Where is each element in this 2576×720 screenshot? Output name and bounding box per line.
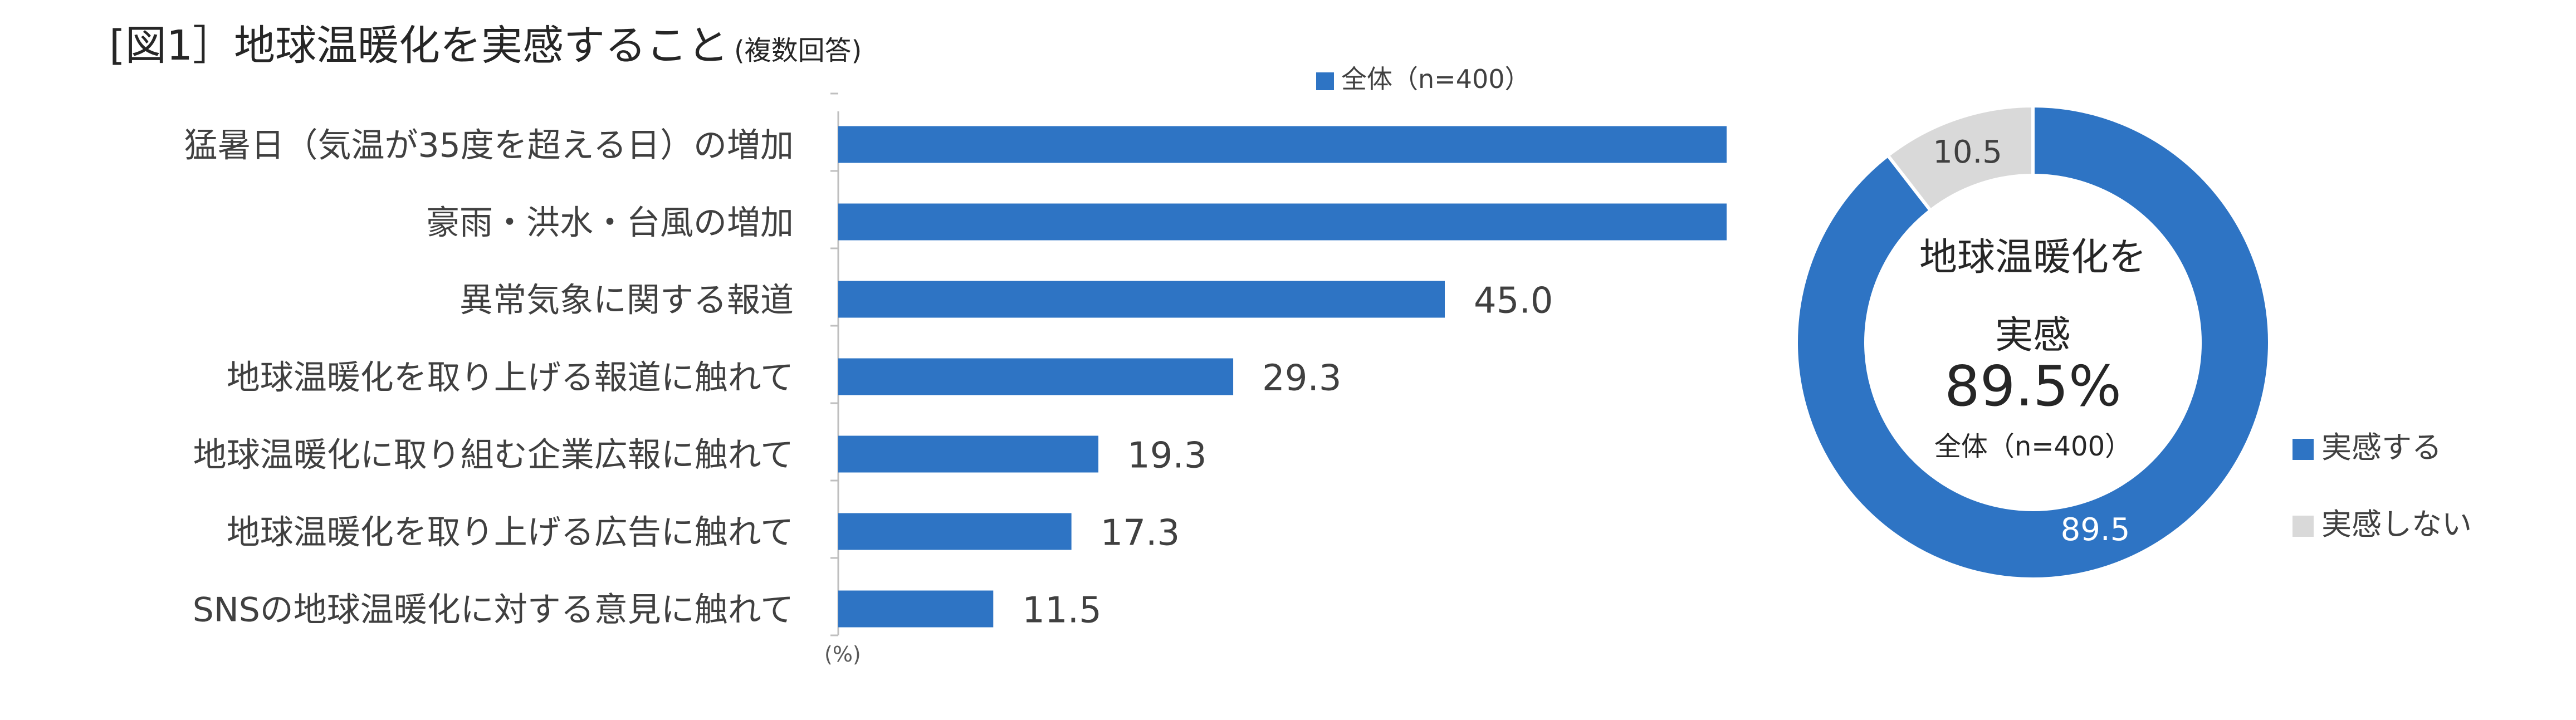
category-label: SNSの地球温暖化に対する意見に触れて xyxy=(193,591,794,630)
legend-swatch xyxy=(1316,72,1334,90)
bar xyxy=(838,435,1099,473)
category-label: 地球温暖化を取り上げる報道に触れて xyxy=(227,359,794,398)
chart-title: [図1］地球温暖化を実感すること (複数回答) xyxy=(109,12,862,72)
legend-label: 実感する xyxy=(2321,430,2442,465)
slice-label: 89.5 xyxy=(2061,512,2130,548)
donut-slice xyxy=(1795,104,2271,581)
center-sample: 全体（n=400） xyxy=(1934,431,2132,462)
category-label: 猛暑日（気温が35度を超える日）の増加 xyxy=(184,126,794,165)
chart-title-main: [図1］地球温暖化を実感すること xyxy=(109,22,729,70)
data-label: 45.0 xyxy=(1474,281,1553,322)
donut-slice xyxy=(1885,104,2035,213)
center-line2: 実感 xyxy=(1995,314,2071,357)
bar xyxy=(838,513,1072,550)
category-label: 豪雨・洪水・台風の増加 xyxy=(426,204,794,243)
bar-chart: 猛暑日（気温が35度を超える日）の増加77.0豪雨・洪水・台風の増加66.3異常… xyxy=(184,64,1727,667)
center-line1: 地球温暖化を xyxy=(1919,236,2147,280)
category-label: 異常気象に関する報道 xyxy=(460,281,794,320)
legend-swatch xyxy=(2293,516,2314,537)
center-value: 89.5% xyxy=(1944,354,2122,419)
slice-label: 10.5 xyxy=(1933,134,2002,170)
bar xyxy=(838,281,1445,318)
data-label: 29.3 xyxy=(1262,358,1342,399)
data-label: 11.5 xyxy=(1022,590,1102,631)
bar xyxy=(838,126,1727,163)
bar xyxy=(838,358,1234,395)
chart-title-sub: (複数回答) xyxy=(734,35,862,66)
category-label: 地球温暖化を取り上げる広告に触れて xyxy=(227,513,794,552)
legend-label: 実感しない xyxy=(2321,507,2472,542)
category-label: 地球温暖化に取り組む企業広報に触れて xyxy=(193,436,794,475)
data-label: 17.3 xyxy=(1101,513,1180,554)
legend-label: 全体（n=400） xyxy=(1341,64,1531,94)
bar xyxy=(838,203,1727,241)
bar xyxy=(838,590,994,628)
data-label: 19.3 xyxy=(1127,435,1207,477)
unit-label: (%) xyxy=(824,642,861,667)
legend-swatch xyxy=(2293,439,2314,460)
